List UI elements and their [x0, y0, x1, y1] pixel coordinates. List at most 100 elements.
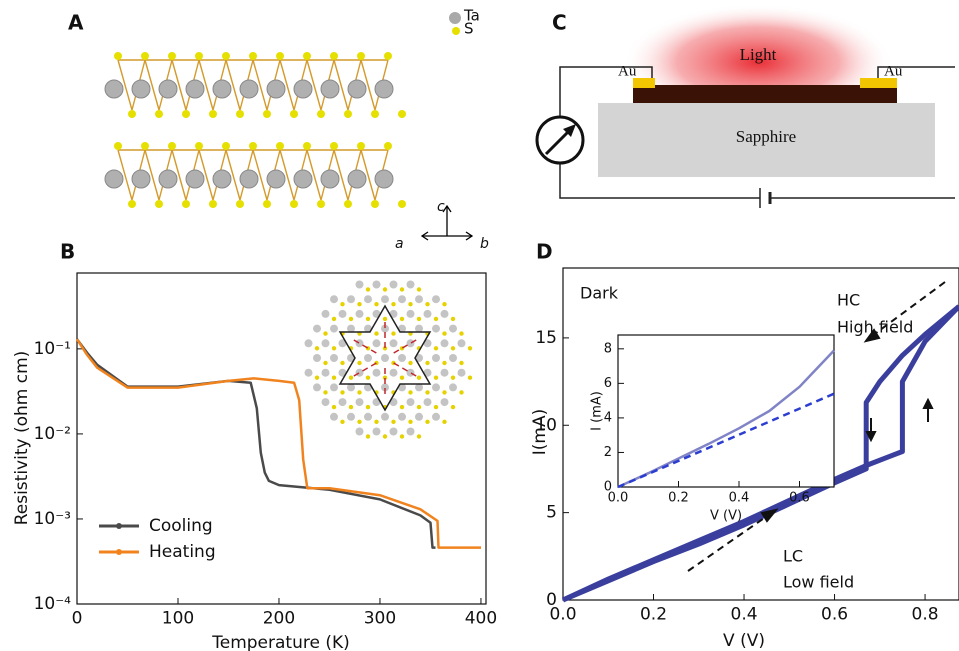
lattice-atom — [390, 339, 398, 347]
lattice-atom — [442, 420, 446, 424]
y-tick-label: 8 — [604, 341, 612, 356]
x-tick-label: 400 — [465, 608, 497, 628]
x-tick-label: 0.2 — [668, 491, 689, 506]
lattice-atom — [305, 369, 313, 377]
lattice-atom — [357, 361, 361, 365]
lattice-atom — [373, 281, 381, 289]
lattice-atom — [424, 398, 432, 406]
lattice-atom — [347, 413, 355, 421]
y-tick-label: 15 — [535, 328, 557, 348]
lattice-atom — [381, 413, 389, 421]
figure: A B C D Ta S c a b Light Au Au Sapphire … — [0, 0, 959, 651]
lattice-atom — [425, 420, 429, 424]
lattice-atom — [434, 317, 438, 321]
lattice-atom — [451, 346, 455, 350]
lattice-atom — [340, 361, 344, 365]
sulfur — [236, 110, 244, 118]
sulfur — [290, 110, 298, 118]
lattice-atom — [330, 325, 338, 333]
lattice-atom — [432, 383, 440, 391]
sulfur — [155, 200, 163, 208]
lattice-atom — [391, 302, 395, 306]
lattice-atom — [374, 302, 378, 306]
lattice-atom — [340, 302, 344, 306]
lattice-atom — [357, 420, 361, 424]
lattice-atom — [356, 281, 364, 289]
lattice-atom — [366, 405, 370, 409]
sulfur — [249, 142, 257, 150]
lattice-atom — [322, 398, 330, 406]
lattice-atom — [432, 354, 440, 362]
lattice-atom — [442, 302, 446, 306]
lattice-atom — [449, 383, 457, 391]
lattice-atom — [458, 339, 466, 347]
sulfur — [398, 200, 406, 208]
lattice-atom — [417, 287, 421, 291]
y-axis-label: Resistivity (ohm cm) — [12, 351, 32, 526]
lattice-atom — [441, 310, 449, 318]
annotation: Dark — [580, 284, 619, 303]
lattice-atom — [357, 390, 361, 394]
lattice-atom — [340, 390, 344, 394]
lattice-atom — [407, 369, 415, 377]
lattice-atom — [374, 331, 378, 335]
legend-label: Cooling — [149, 516, 213, 536]
lattice-atom — [349, 405, 353, 409]
sulfur — [344, 200, 352, 208]
x-tick-label: 0.6 — [789, 491, 810, 506]
x-axis-label: V (V) — [710, 509, 742, 524]
sulfur — [290, 200, 298, 208]
sulfur — [330, 142, 338, 150]
legend-marker — [116, 523, 122, 529]
annotation: HC — [837, 291, 860, 310]
sulfur — [128, 110, 136, 118]
y-tick-label: 10⁻³ — [34, 509, 71, 529]
lattice-atom — [332, 317, 336, 321]
lattice-atom — [407, 339, 415, 347]
lattice-atom — [459, 361, 463, 365]
tantalum — [294, 170, 312, 188]
lattice-atom — [432, 325, 440, 333]
tantalum — [375, 170, 393, 188]
lattice-atom — [408, 390, 412, 394]
x-axis-label: Temperature (K) — [211, 633, 350, 651]
panel-label: A — [68, 11, 84, 35]
y-tick-label: 10⁻¹ — [34, 339, 71, 359]
lattice-atom — [434, 405, 438, 409]
sulfur — [182, 200, 190, 208]
y-tick-label: 10⁻² — [34, 424, 71, 444]
lattice-atom — [407, 281, 415, 289]
tantalum — [267, 170, 285, 188]
lattice-atom — [391, 420, 395, 424]
lattice-atom — [451, 317, 455, 321]
tantalum — [267, 80, 285, 98]
lattice-atom — [340, 420, 344, 424]
lattice-atom — [381, 354, 389, 362]
sulfur — [236, 200, 244, 208]
lattice-atom — [374, 420, 378, 424]
lattice-atom — [425, 302, 429, 306]
lattice-atom — [468, 376, 472, 380]
lattice-atom — [468, 346, 472, 350]
lattice-atom — [408, 302, 412, 306]
lattice-atom — [366, 376, 370, 380]
sulfur — [263, 110, 271, 118]
electrode-label: Au — [884, 63, 903, 79]
axis-letter: b — [480, 236, 489, 252]
tantalum — [132, 80, 150, 98]
lattice-atom — [373, 369, 381, 377]
x-tick-label: 0.4 — [731, 604, 758, 624]
sulfur — [141, 142, 149, 150]
sulfur — [182, 110, 190, 118]
lattice-atom — [332, 376, 336, 380]
inset-background — [618, 335, 834, 487]
lattice-atom — [305, 339, 313, 347]
lattice-atom — [425, 361, 429, 365]
lattice-atom — [434, 376, 438, 380]
axis-letter: c — [437, 199, 445, 215]
tantalum — [105, 80, 123, 98]
sulfur — [114, 142, 122, 150]
lattice-atom — [432, 413, 440, 421]
tantalum — [186, 80, 204, 98]
